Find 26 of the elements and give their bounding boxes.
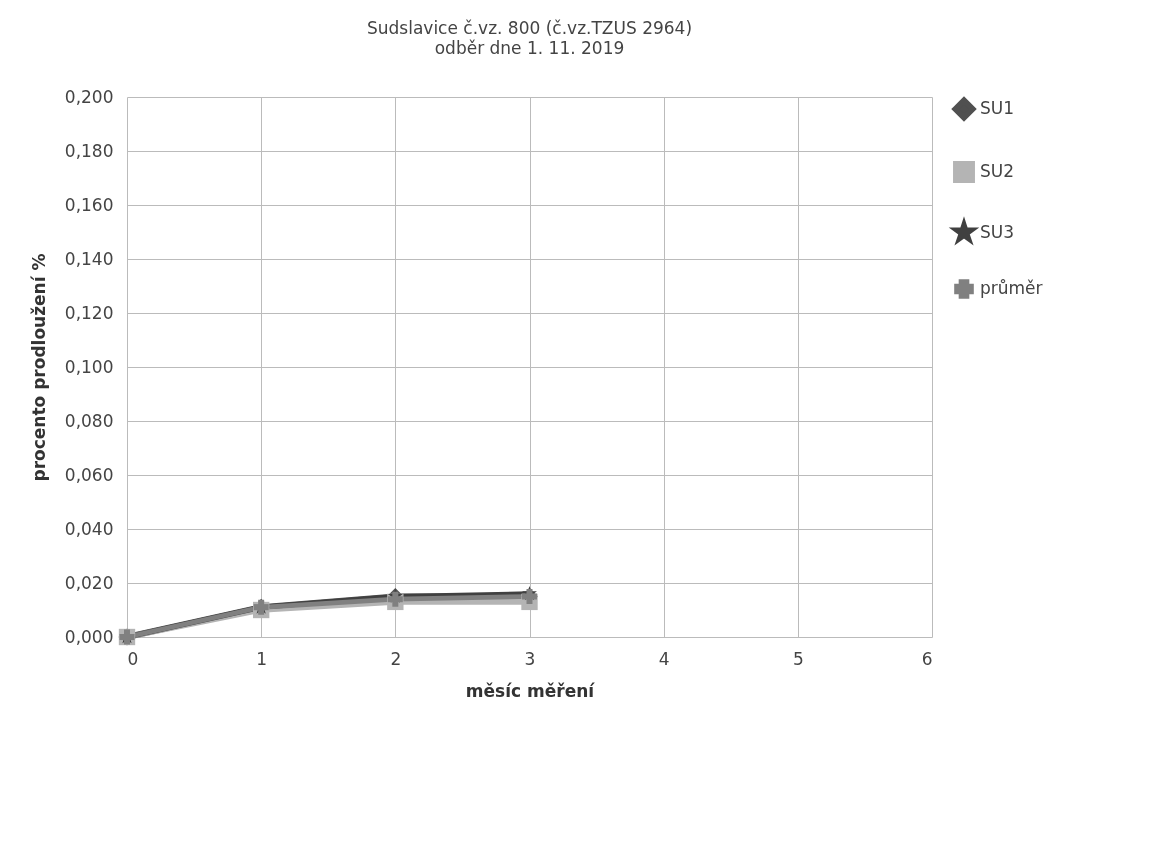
y-tick-label: 0,120 [64, 302, 114, 323]
legend-label: SU2 [980, 161, 1015, 181]
y-tick-label: 0,180 [64, 140, 114, 161]
y-tick-label: 0,160 [64, 194, 114, 215]
legend-label: průměr [980, 278, 1043, 298]
x-axis-title: měsíc měření [465, 680, 596, 701]
x-tick-label: 3 [524, 648, 536, 669]
y-tick-label: 0,200 [64, 86, 114, 107]
y-tick-label: 0,080 [64, 410, 114, 431]
chart-subtitle: odběr dne 1. 11. 2019 [434, 38, 625, 58]
legend-label: SU3 [980, 221, 1015, 242]
legend-label: SU1 [980, 98, 1015, 118]
y-tick-label: 0,020 [64, 572, 114, 593]
x-tick-label: 4 [658, 648, 670, 669]
y-axis-title: procento prodloužení % [28, 253, 49, 482]
y-tick-label: 0,000 [64, 626, 114, 647]
x-tick-label: 1 [256, 648, 268, 669]
x-tick-label: 6 [921, 648, 933, 669]
x-tick-label: 2 [390, 648, 402, 669]
y-tick-label: 0,100 [64, 356, 114, 377]
x-tick-label: 5 [792, 648, 804, 669]
x-tick-label: 0 [127, 648, 139, 669]
y-tick-label: 0,060 [64, 464, 114, 485]
chart-title: Sudslavice č.vz. 800 (č.vz.TZUS 2964) [366, 18, 693, 38]
y-tick-label: 0,140 [64, 248, 114, 269]
y-tick-label: 0,040 [64, 518, 114, 539]
